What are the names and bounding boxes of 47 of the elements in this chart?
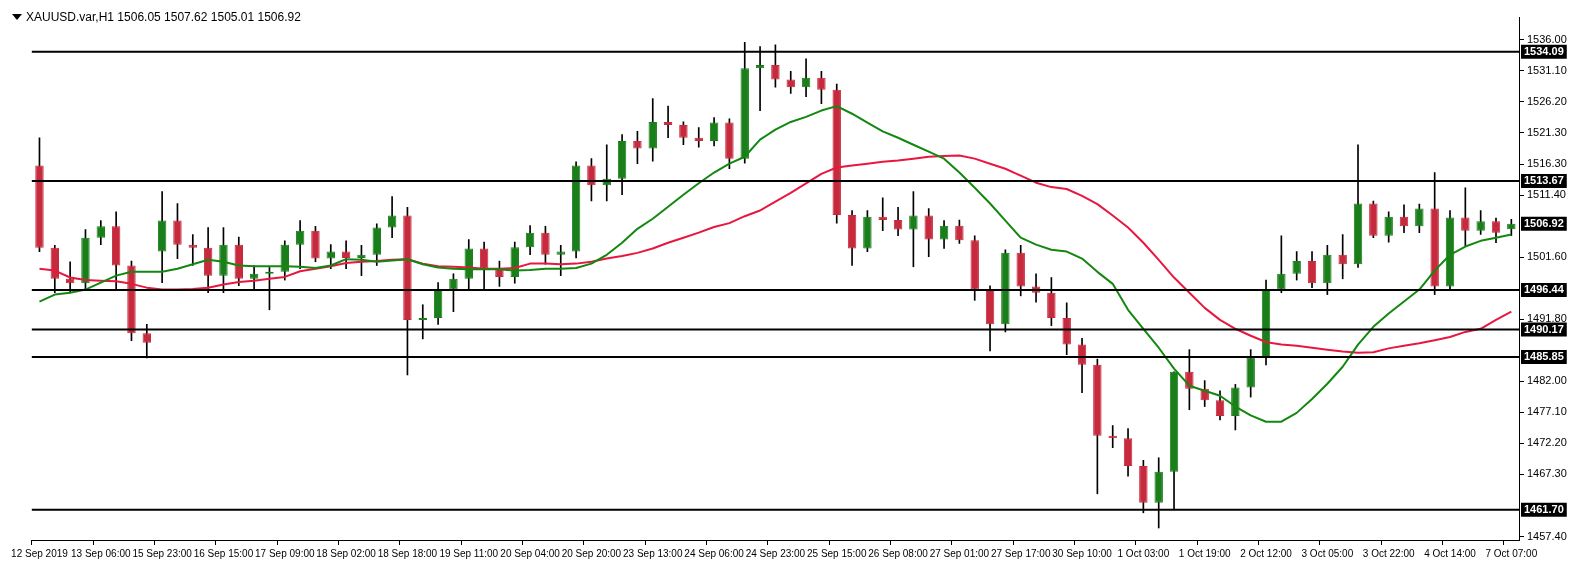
x-tick-label: 1 Oct 03:00 bbox=[1117, 547, 1170, 559]
x-tick-label: 3 Oct 05:00 bbox=[1301, 547, 1354, 559]
x-tick-label: 7 Oct 07:00 bbox=[1485, 547, 1538, 559]
x-tick-label: 12 Sep 2019 bbox=[11, 547, 69, 559]
x-tick-label: 16 Sep 15:00 bbox=[193, 547, 254, 559]
x-tick-label: 25 Sep 15:00 bbox=[806, 547, 867, 559]
y-tick-label: 1536.00 bbox=[1527, 32, 1567, 45]
x-tick-label: 2 Oct 12:00 bbox=[1240, 547, 1293, 559]
x-tick-label: 19 Sep 11:00 bbox=[439, 547, 499, 559]
y-tick-label: 1472.20 bbox=[1527, 436, 1567, 449]
y-tick-label: 1501.60 bbox=[1527, 250, 1567, 263]
x-tick-label: 26 Sep 08:00 bbox=[868, 547, 929, 559]
y-tick-label: 1491.80 bbox=[1527, 312, 1567, 325]
ref-line-label: 1534.09 bbox=[1524, 44, 1564, 57]
ref-line-label: 1490.17 bbox=[1524, 322, 1564, 335]
y-tick-label: 1477.10 bbox=[1527, 405, 1567, 418]
y-tick-label: 1482.00 bbox=[1527, 374, 1567, 387]
y-tick-label: 1457.40 bbox=[1527, 529, 1567, 542]
x-tick-label: 24 Sep 23:00 bbox=[745, 547, 806, 559]
x-tick-label: 23 Sep 13:00 bbox=[623, 547, 683, 559]
x-tick-label: 20 Sep 04:00 bbox=[500, 547, 561, 559]
x-tick-label: 1 Oct 19:00 bbox=[1178, 547, 1231, 559]
y-tick-label: 1511.40 bbox=[1527, 188, 1566, 201]
y-tick-label: 1516.30 bbox=[1527, 157, 1567, 170]
x-tick-label: 17 Sep 09:00 bbox=[255, 547, 315, 559]
x-tick-label: 3 Oct 22:00 bbox=[1362, 547, 1415, 559]
x-tick-label: 18 Sep 02:00 bbox=[316, 547, 377, 559]
candlestick bbox=[1338, 234, 1347, 280]
x-tick-label: 20 Sep 20:00 bbox=[561, 547, 622, 559]
x-tick-label: 15 Sep 23:00 bbox=[132, 547, 193, 559]
y-tick-label: 1467.30 bbox=[1527, 467, 1567, 480]
chart-title: XAUUSD.var,H1 1506.05 1507.62 1505.01 1506.92 bbox=[26, 10, 301, 24]
y-tick-label: 1526.20 bbox=[1527, 94, 1567, 107]
y-tick-label: 1531.10 bbox=[1527, 63, 1567, 76]
text: 1506.92 bbox=[1524, 216, 1564, 229]
x-tick-label: 13 Sep 06:00 bbox=[71, 547, 131, 559]
x-tick-label: 24 Sep 06:00 bbox=[684, 547, 745, 559]
x-tick-label: 27 Sep 17:00 bbox=[990, 547, 1051, 559]
x-tick-label: 30 Sep 10:00 bbox=[1052, 547, 1113, 559]
ref-line-label: 1485.85 bbox=[1524, 349, 1564, 362]
x-tick-label: 18 Sep 18:00 bbox=[377, 547, 438, 559]
x-tick-label: 27 Sep 01:00 bbox=[929, 547, 990, 559]
ref-line-label: 1496.44 bbox=[1524, 282, 1565, 295]
ref-line-label: 1461.70 bbox=[1524, 502, 1564, 515]
ref-line-label: 1513.67 bbox=[1524, 173, 1564, 186]
y-tick-label: 1521.30 bbox=[1527, 125, 1567, 138]
x-tick-label: 4 Oct 14:00 bbox=[1424, 547, 1477, 559]
